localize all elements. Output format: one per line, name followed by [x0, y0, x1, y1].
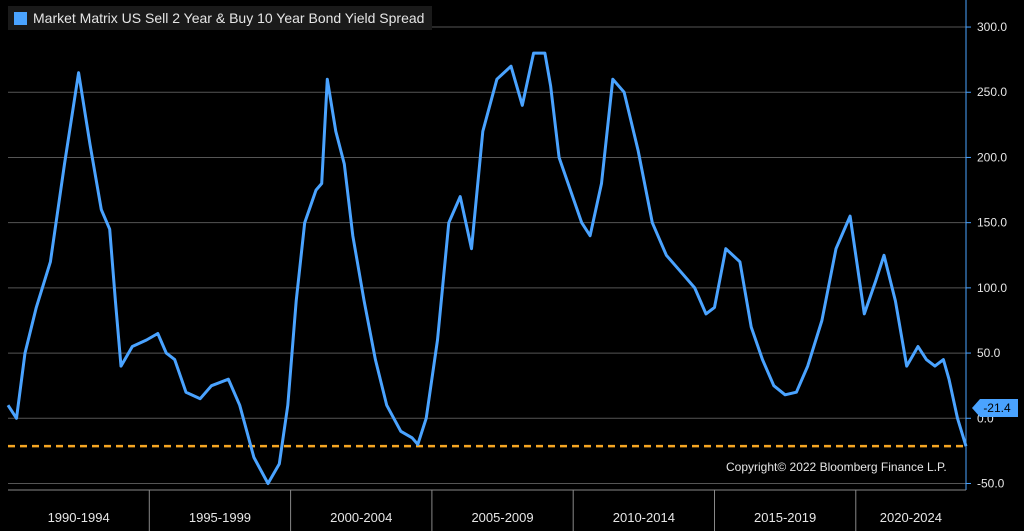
legend-label: Market Matrix US Sell 2 Year & Buy 10 Ye… — [33, 10, 425, 26]
x-tick-labels: 1990-1994 1995-1999 2000-2004 2005-2009 2010… — [48, 510, 942, 525]
copyright-text: Copyright© 2022 Bloomberg Finance L.P. — [726, 460, 947, 474]
grid — [8, 26, 966, 484]
x-period-dividers — [148, 490, 857, 531]
x-tick-label: 2005-2009 — [471, 510, 533, 525]
x-tick-label: 2020-2024 — [880, 510, 942, 525]
x-tick-label: 2000-2004 — [330, 510, 392, 525]
y-tick-label: 300.0 — [977, 20, 1007, 34]
x-tick-label: 1990-1994 — [48, 510, 110, 525]
legend-swatch — [14, 11, 27, 25]
y-tick-label: 50.0 — [977, 346, 1001, 360]
series-line — [6, 51, 968, 485]
y-tick-label: 250.0 — [977, 85, 1007, 99]
x-tick-label: 2010-2014 — [613, 510, 675, 525]
y-tick-label: 150.0 — [977, 216, 1007, 230]
last-value-badge: -21.4 — [972, 399, 1018, 417]
y-tick-label: -50.0 — [977, 476, 1005, 490]
y-tick-label: 200.0 — [977, 150, 1007, 164]
y-tick-label: 100.0 — [977, 281, 1007, 295]
x-tick-label: 2015-2019 — [754, 510, 816, 525]
x-tick-label: 1995-1999 — [189, 510, 251, 525]
legend: Market Matrix US Sell 2 Year & Buy 10 Ye… — [8, 6, 433, 30]
